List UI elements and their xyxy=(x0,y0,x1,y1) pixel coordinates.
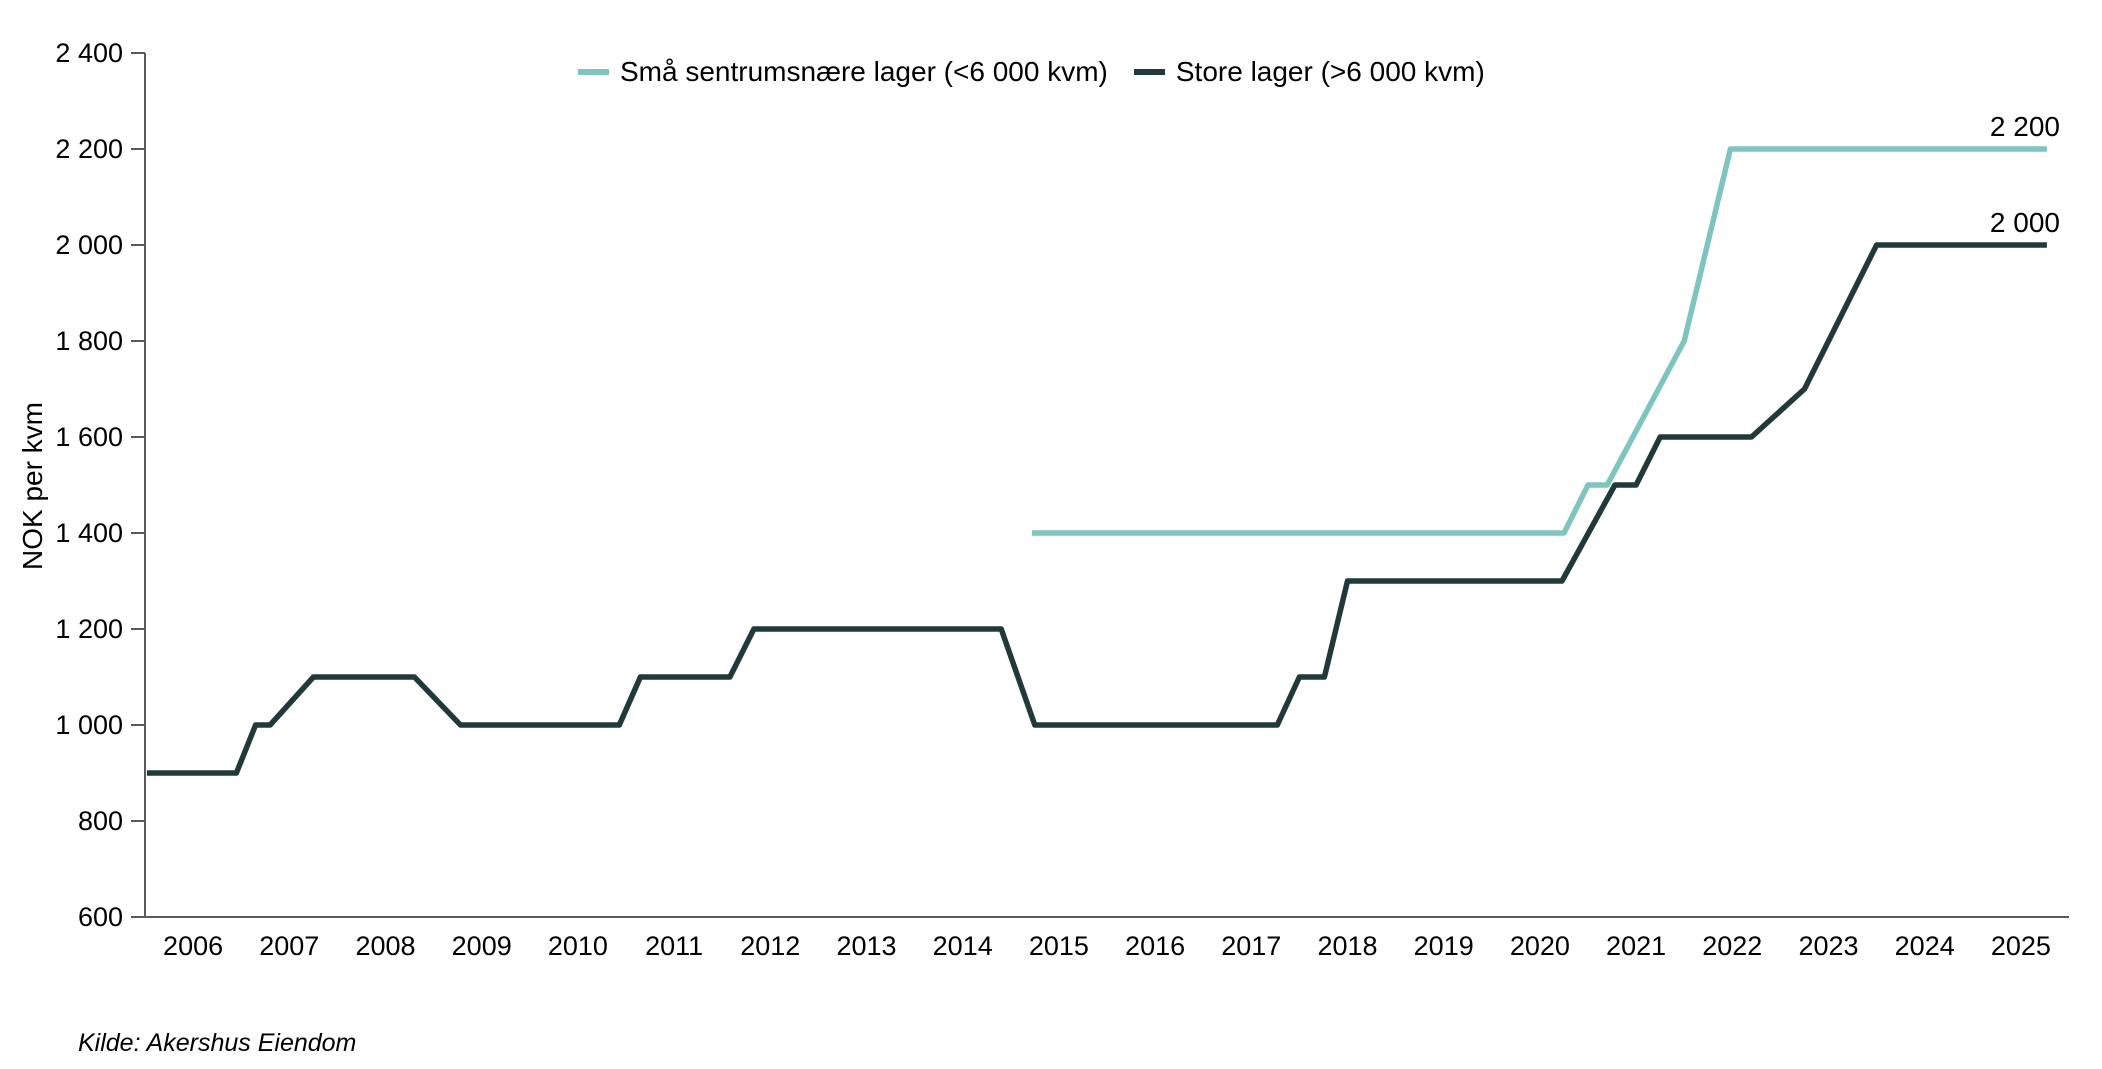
x-tick-label: 2017 xyxy=(1221,931,1281,961)
x-tick-label: 2018 xyxy=(1317,931,1377,961)
x-tick-label: 2011 xyxy=(645,931,703,961)
y-axis-title: NOK per kvm xyxy=(17,401,48,571)
x-tick-label: 2022 xyxy=(1702,931,1762,961)
y-tick-label: 1 000 xyxy=(55,710,123,740)
x-tick-label: 2012 xyxy=(740,931,800,961)
legend: Små sentrumsnære lager (<6 000 kvm) Stor… xyxy=(578,56,1485,88)
x-tick-label: 2024 xyxy=(1895,931,1955,961)
y-tick-label: 2 200 xyxy=(55,134,123,164)
series-end-label-sma: 2 200 xyxy=(1990,111,2060,142)
legend-label-sma: Små sentrumsnære lager (<6 000 kvm) xyxy=(620,56,1108,87)
source-note: Kilde: Akershus Eiendom xyxy=(78,1029,357,1057)
y-tick-label: 800 xyxy=(78,806,123,836)
legend-label-store: Store lager (>6 000 kvm) xyxy=(1175,56,1485,87)
x-tick-label: 2009 xyxy=(452,931,512,961)
x-tick-label: 2023 xyxy=(1798,931,1858,961)
x-tick-label: 2016 xyxy=(1125,931,1185,961)
x-tick-label: 2021 xyxy=(1606,931,1666,961)
x-tick-label: 2019 xyxy=(1414,931,1474,961)
x-tick-label: 2006 xyxy=(163,931,223,961)
x-tick-label: 2007 xyxy=(259,931,319,961)
y-tick-label: 2 400 xyxy=(55,38,123,68)
x-tick-label: 2010 xyxy=(548,931,608,961)
y-tick-label: 1 200 xyxy=(55,614,123,644)
x-tick-label: 2014 xyxy=(933,931,993,961)
legend-item-store: Store lager (>6 000 kvm) xyxy=(1133,56,1485,88)
x-tick-label: 2020 xyxy=(1510,931,1570,961)
y-tick-label: 1 400 xyxy=(55,518,123,548)
x-tick-label: 2008 xyxy=(355,931,415,961)
x-tick-label: 2025 xyxy=(1991,931,2051,961)
y-tick-label: 1 600 xyxy=(55,422,123,452)
legend-line-swatch-sma xyxy=(578,69,609,75)
legend-item-sma: Små sentrumsnære lager (<6 000 kvm) xyxy=(578,56,1108,88)
series-line-sma xyxy=(1032,146,2047,536)
x-tick-label: 2013 xyxy=(836,931,896,961)
legend-line-swatch-store xyxy=(1133,69,1165,75)
series-end-label-store: 2 000 xyxy=(1990,207,2060,238)
y-tick-label: 2 000 xyxy=(55,230,123,260)
y-tick-label: 600 xyxy=(78,902,123,932)
x-tick-label: 2015 xyxy=(1029,931,1089,961)
series-line-store xyxy=(146,242,2047,776)
y-tick-label: 1 800 xyxy=(55,326,123,356)
